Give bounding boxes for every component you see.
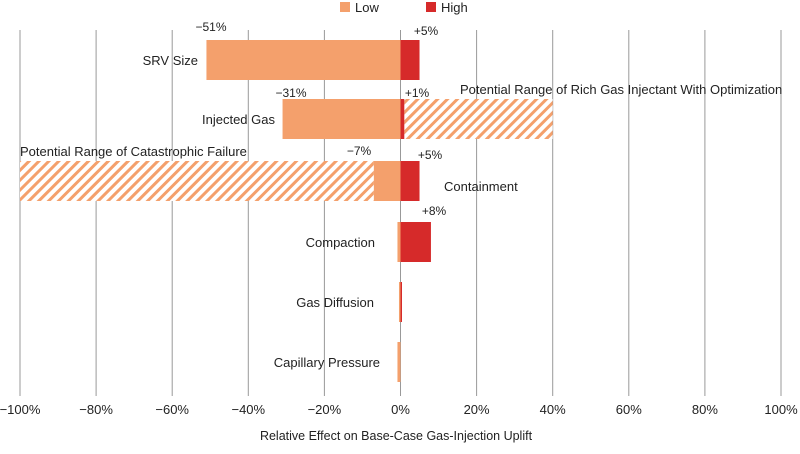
bar-high: [400, 99, 405, 139]
x-tick-label: −20%: [308, 402, 342, 417]
data-label-low: −7%: [347, 144, 372, 158]
bar-high: [400, 282, 402, 322]
data-label-high: +5%: [414, 24, 439, 38]
bar-high: [400, 222, 431, 262]
x-tick-label: −100%: [0, 402, 41, 417]
legend: Low High: [340, 0, 468, 15]
bar-high: [400, 161, 420, 201]
labels: −100% −80% −60% −40% −20% 0% 20% 40% 60% 80% 100% S…: [0, 20, 798, 417]
bar-low: [398, 282, 401, 322]
x-axis-label: Relative Effect on Base-Case Gas-Injecti…: [260, 429, 533, 443]
category-label: SRV Size: [143, 53, 198, 68]
bar-low: [282, 99, 401, 139]
category-label: Injected Gas: [202, 112, 275, 127]
hatched-range-bar: [20, 161, 374, 201]
legend-label-high: High: [441, 0, 468, 15]
hatched-range-bar: [404, 99, 553, 139]
category-label: Gas Diffusion: [296, 295, 374, 310]
data-label-low: −51%: [195, 20, 226, 34]
grid-lines: [19, 30, 782, 396]
data-label-high: +5%: [418, 148, 443, 162]
legend-swatch-high: [426, 2, 436, 12]
x-tick-label: −60%: [155, 402, 189, 417]
x-tick-label: 40%: [540, 402, 566, 417]
x-tick-label: 20%: [464, 402, 490, 417]
data-label-high: +8%: [422, 204, 447, 218]
category-label: Capillary Pressure: [274, 355, 380, 370]
range-annotation-label: Potential Range of Catastrophic Failure: [20, 144, 247, 159]
bar-low: [397, 222, 401, 262]
legend-swatch-low: [340, 2, 350, 12]
x-tick-label: −40%: [231, 402, 265, 417]
bar-low: [373, 161, 401, 201]
data-label-high: +1%: [405, 86, 430, 100]
category-label: Compaction: [306, 235, 375, 250]
x-tick-label: 80%: [692, 402, 718, 417]
bars: [20, 40, 553, 382]
legend-label-low: Low: [355, 0, 379, 15]
bar-low: [397, 342, 401, 382]
data-label-low: −31%: [275, 86, 306, 100]
category-label: Containment: [444, 179, 518, 194]
x-tick-label: −80%: [79, 402, 113, 417]
x-tick-label: 60%: [616, 402, 642, 417]
range-annotation-label: Potential Range of Rich Gas Injectant Wi…: [460, 82, 782, 97]
bar-high: [400, 40, 420, 80]
x-tick-label: 0%: [391, 402, 410, 417]
bar-low: [206, 40, 401, 80]
x-tick-label: 100%: [764, 402, 798, 417]
